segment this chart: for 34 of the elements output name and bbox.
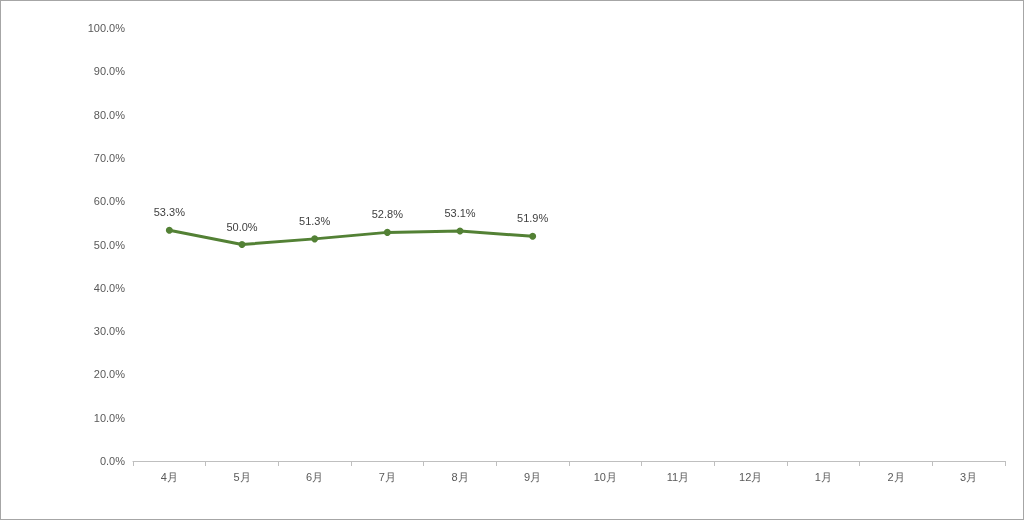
y-tick-label: 70.0% bbox=[93, 151, 126, 164]
y-tick-label: 40.0% bbox=[93, 281, 126, 294]
y-tick-label: 60.0% bbox=[93, 195, 126, 208]
x-tick-label: 1月 bbox=[814, 470, 832, 483]
point bbox=[311, 235, 319, 243]
x-tick-label: 10月 bbox=[593, 470, 617, 483]
point bbox=[529, 232, 537, 240]
data-label: 51.9% bbox=[517, 212, 549, 225]
data-label: 53.1% bbox=[444, 207, 476, 220]
x-tick-label: 3月 bbox=[960, 470, 978, 483]
y-tick-label: 50.0% bbox=[93, 238, 126, 251]
data-label: 52.8% bbox=[371, 208, 404, 221]
y-tick-label: 90.0% bbox=[93, 65, 126, 78]
y-tick-label: 0.0% bbox=[99, 455, 126, 467]
x-tick-label: 2月 bbox=[887, 470, 905, 483]
y-tick-label: 30.0% bbox=[93, 325, 126, 338]
x-tick-label: 8月 bbox=[451, 470, 469, 483]
data-label: 51.3% bbox=[299, 214, 331, 227]
y-tick-label: 80.0% bbox=[93, 108, 126, 121]
point bbox=[238, 241, 246, 248]
x-tick-label: 4月 bbox=[160, 470, 178, 483]
point bbox=[165, 226, 173, 234]
y-tick-label: 100.0% bbox=[87, 22, 126, 34]
point bbox=[383, 228, 391, 236]
y-tick-label: 20.0% bbox=[93, 368, 126, 381]
x-tick-label: 5月 bbox=[233, 470, 251, 483]
y-tick-label: 10.0% bbox=[93, 411, 126, 424]
x-tick-label: 7月 bbox=[378, 470, 396, 483]
x-tick-label: 9月 bbox=[524, 470, 542, 483]
data-label: 53.3% bbox=[153, 206, 186, 219]
x-tick-label: 6月 bbox=[306, 470, 324, 483]
x-tick-label: 12月 bbox=[739, 470, 763, 483]
x-tick-label: 11月 bbox=[666, 470, 690, 483]
data-label: 50.0% bbox=[226, 220, 258, 233]
